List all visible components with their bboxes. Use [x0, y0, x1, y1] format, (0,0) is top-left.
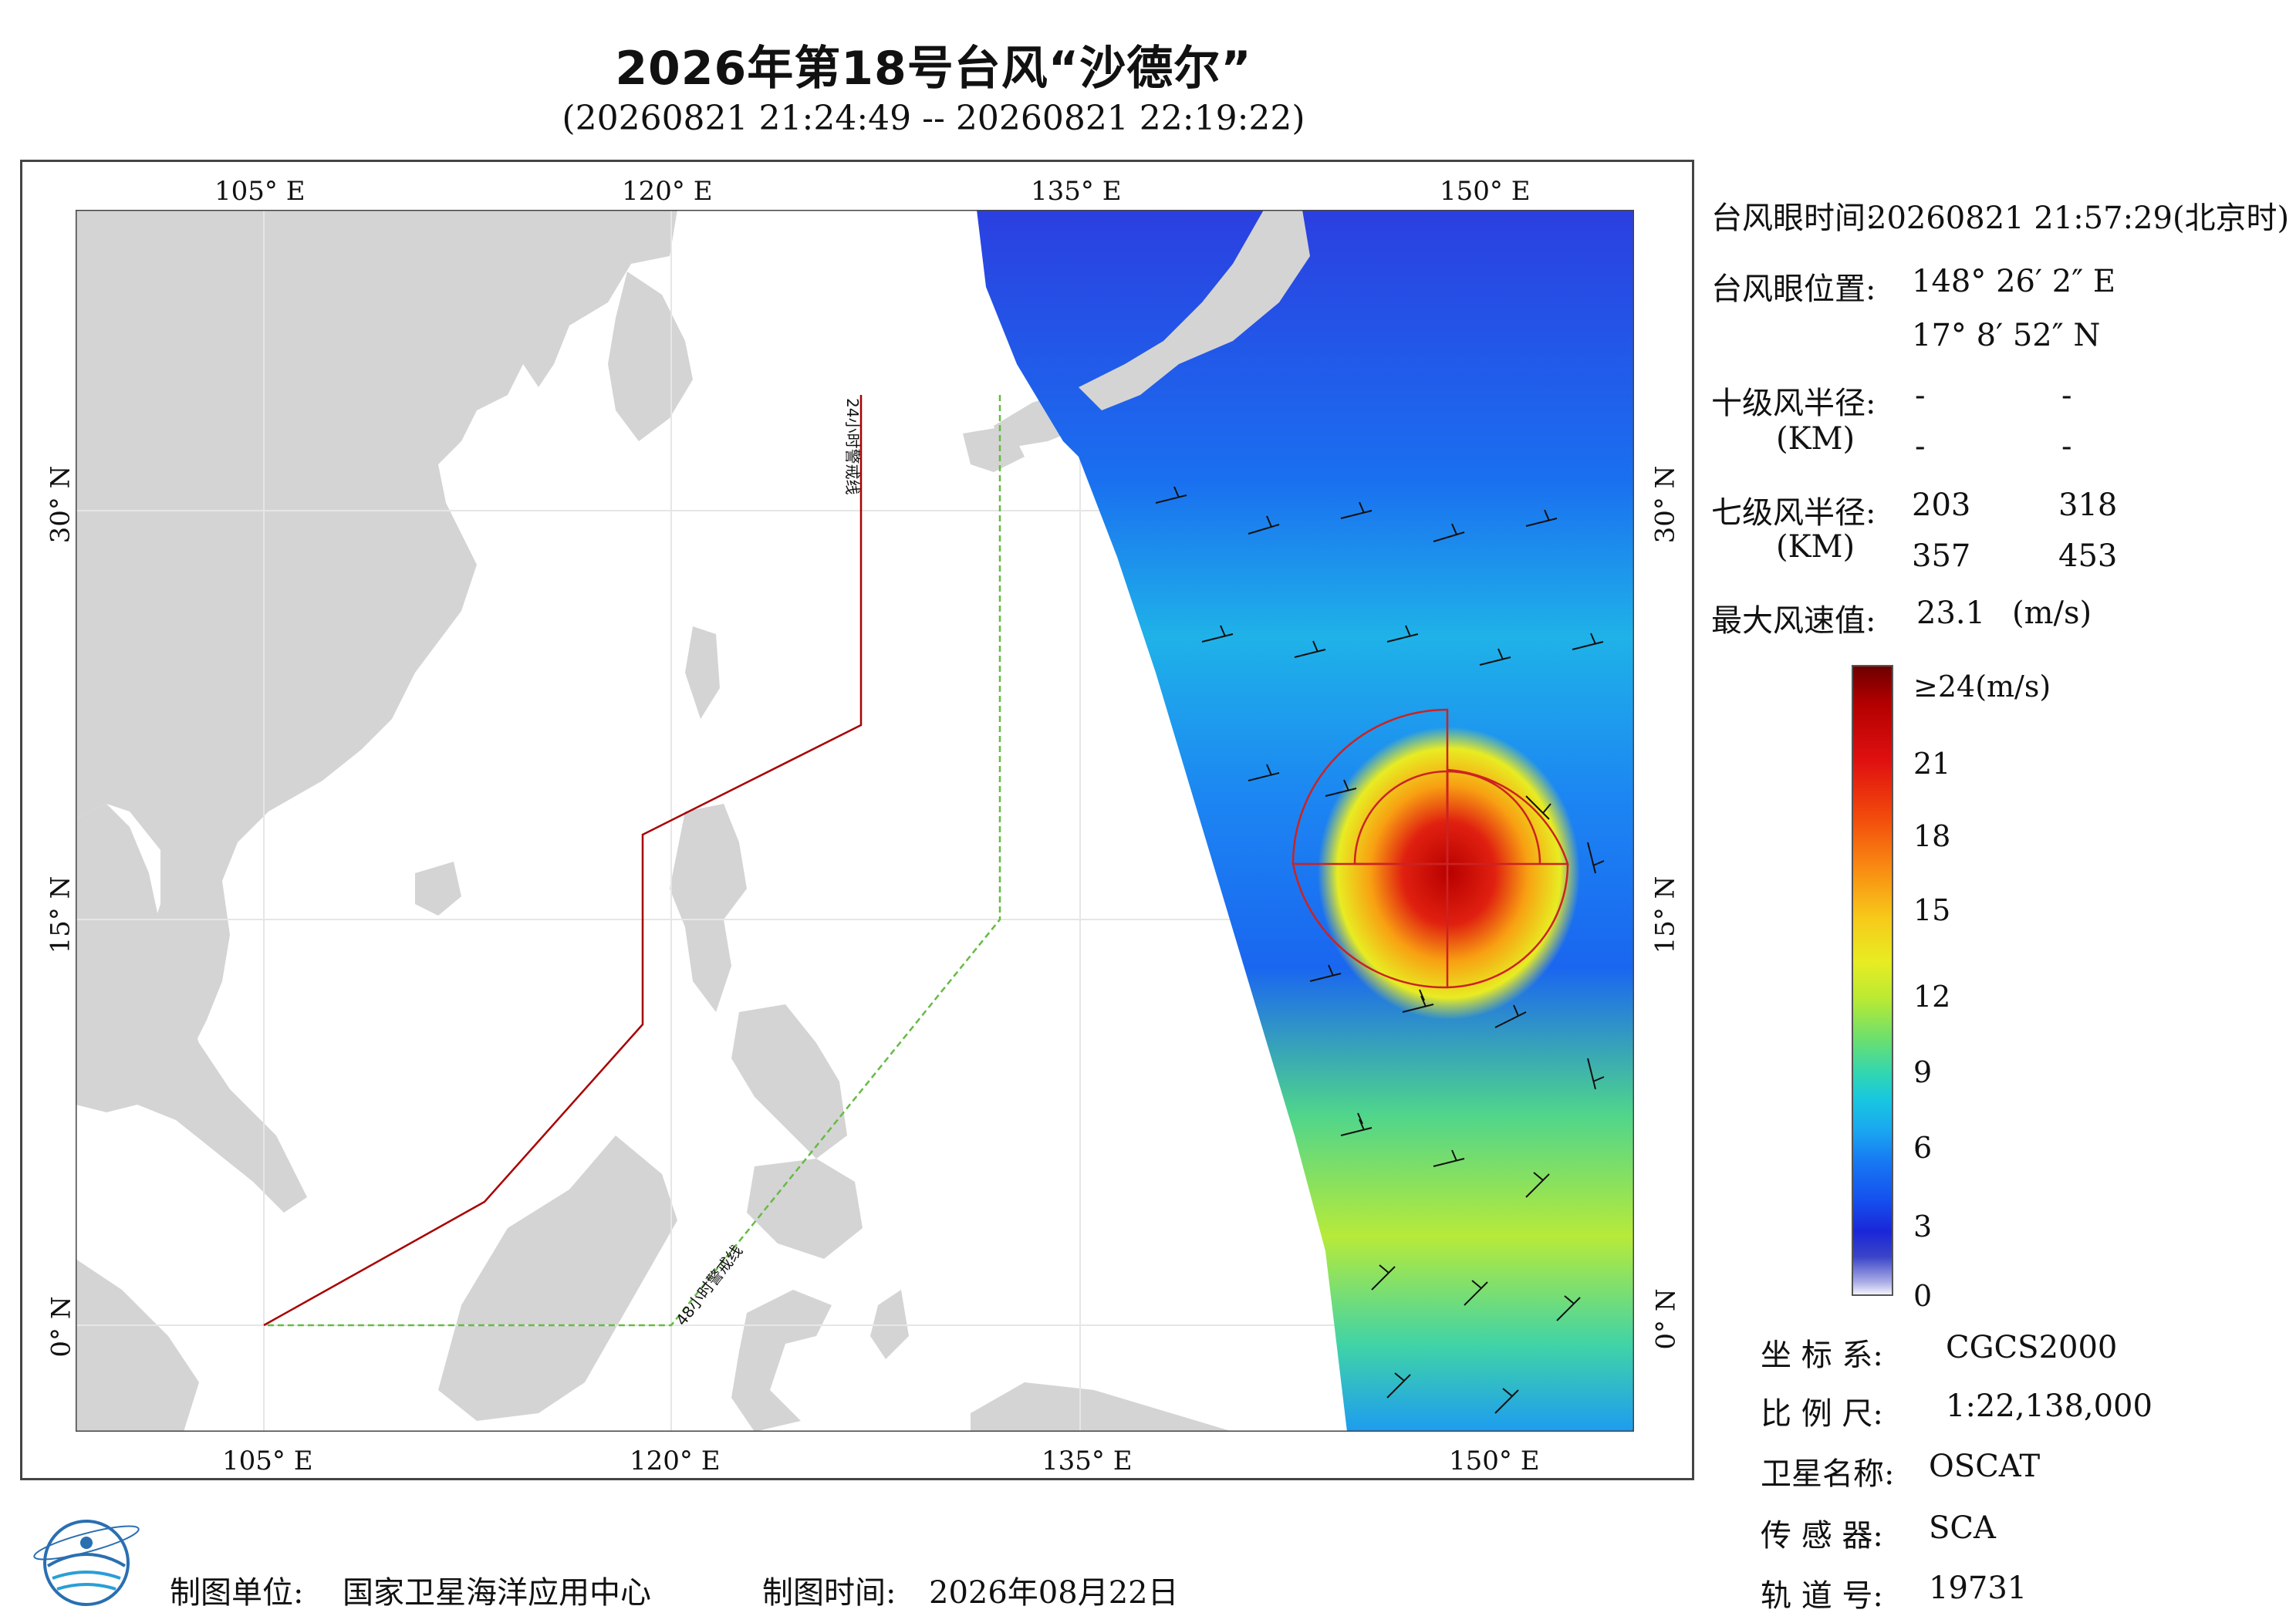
right-lat-0: 0° N	[1650, 1288, 1682, 1350]
r10-unit: (KM)	[1776, 421, 1855, 457]
warning-line-48h	[264, 395, 1001, 1327]
date-label: 制图时间:	[762, 1575, 896, 1611]
eye-time-value: 20260821 21:57:29(北京时)	[1867, 201, 2290, 236]
right-lat-30: 30° N	[1649, 465, 1681, 544]
r10-value-nw: -	[2061, 429, 2072, 464]
left-lat-0: 0° N	[46, 1296, 77, 1358]
satellite-label: 卫星名称:	[1761, 1456, 1895, 1492]
eye-lon-value: 148° 26′ 2″ E	[1912, 264, 2116, 299]
crs-label: 坐 标 系:	[1761, 1338, 1883, 1373]
r10-value-ne: -	[1915, 378, 1926, 413]
wind-speed-swath	[977, 210, 1634, 1432]
satellite-value: OSCAT	[1929, 1449, 2041, 1484]
top-lon-135: 135° E	[1031, 176, 1122, 207]
sensor-label: 传 感 器:	[1761, 1518, 1883, 1554]
date-value: 2026年08月22日	[929, 1575, 1179, 1611]
colorbar-label-9: 9	[1913, 1055, 1933, 1089]
wind-radius-nw	[1353, 770, 1449, 865]
max-wind-unit: (m/s)	[2012, 596, 2092, 631]
left-lat-15: 15° N	[45, 876, 76, 954]
max-wind-label: 最大风速值:	[1711, 603, 1876, 639]
map-subtitle: (20260821 21:24:49 -- 20260821 22:19:22)	[562, 99, 1305, 138]
colorbar-label-21: 21	[1913, 747, 1951, 781]
taiwan	[685, 626, 720, 719]
colorbar-label-24: ≥24(m/s)	[1913, 670, 2051, 704]
orbit-value: 19731	[1929, 1571, 2028, 1606]
r7-value-nw: 453	[2058, 538, 2118, 574]
bottom-lon-120: 120° E	[630, 1446, 721, 1476]
max-wind-value: 23.1	[1916, 596, 1986, 631]
top-lon-120: 120° E	[622, 176, 713, 207]
colorbar-label-3: 3	[1913, 1210, 1933, 1243]
colorbar-label-12: 12	[1913, 980, 1951, 1014]
r7-value-sw: 357	[1912, 538, 1971, 574]
map-frame	[20, 160, 1694, 1480]
orbit-label: 轨 道 号:	[1761, 1578, 1883, 1614]
japan-over-swath	[1079, 210, 1310, 410]
maker-value: 国家卫星海洋应用中心	[343, 1575, 651, 1611]
r10-value-sw: -	[1915, 429, 1926, 464]
wind-radius-sw	[1292, 862, 1448, 989]
r7-value-ne: 203	[1912, 488, 1971, 523]
sumatra	[76, 1259, 199, 1432]
japan-kyushu	[963, 426, 1025, 472]
top-lon-150: 150° E	[1440, 176, 1531, 207]
malay-peninsula	[76, 804, 307, 1213]
wind-barbs	[1155, 486, 1605, 1414]
left-lat-30: 30° N	[45, 465, 76, 544]
maker-label: 制图单位:	[170, 1575, 304, 1611]
colorbar-label-15: 15	[1913, 893, 1951, 927]
r7-unit: (KM)	[1776, 529, 1855, 565]
bottom-lon-150: 150° E	[1449, 1446, 1540, 1476]
asia-mainland	[76, 210, 677, 1097]
map-title: 2026年第18号台风“沙德尔”	[615, 42, 1252, 96]
crs-value: CGCS2000	[1946, 1330, 2118, 1365]
warning-line-24h-label: 24小时警戒线	[843, 398, 862, 494]
wind-radius-nw-outer	[1292, 708, 1449, 865]
warning-line-24h	[263, 395, 863, 1327]
sensor-value: SCA	[1929, 1510, 1996, 1546]
eye-pos-label: 台风眼位置:	[1711, 272, 1876, 307]
new-guinea	[971, 1382, 1233, 1432]
r10-value-se: -	[2061, 378, 2072, 413]
nsoas-logo-icon	[33, 1520, 140, 1606]
wind-speed-colorbar	[1852, 665, 1893, 1296]
hainan	[415, 862, 461, 916]
r7-value-se: 318	[2058, 488, 2118, 523]
luzon	[670, 804, 747, 1012]
wind-radius-se	[1446, 863, 1569, 989]
r10-label: 十级风半径:	[1711, 386, 1876, 421]
r7-label: 七级风半径:	[1711, 495, 1876, 531]
visayas	[731, 1004, 847, 1159]
map-canvas: 24小时警戒线 48小时警戒线	[76, 210, 1634, 1432]
scale-value: 1:22,138,000	[1946, 1388, 2152, 1424]
scale-label: 比 例 尺:	[1761, 1396, 1883, 1432]
top-lon-105: 105° E	[214, 176, 306, 207]
bottom-lon-135: 135° E	[1042, 1446, 1133, 1476]
eye-lat-value: 17° 8′ 52″ N	[1912, 318, 2101, 353]
mindanao	[747, 1159, 863, 1259]
right-lat-15: 15° N	[1649, 876, 1681, 954]
colorbar-label-0: 0	[1913, 1279, 1933, 1313]
colorbar-label-18: 18	[1913, 819, 1951, 853]
bottom-lon-105: 105° E	[222, 1446, 313, 1476]
borneo	[438, 1135, 677, 1421]
eye-time-label: 台风眼时间:	[1711, 201, 1876, 236]
colorbar-label-6: 6	[1913, 1131, 1933, 1165]
